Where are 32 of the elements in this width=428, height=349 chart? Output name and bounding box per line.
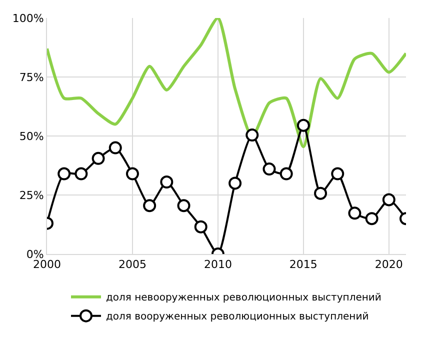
line-series (47, 18, 406, 148)
y-tick-label: 25% (19, 188, 44, 202)
point (382, 193, 396, 206)
y-tick-label: 0% (26, 248, 44, 261)
point (108, 141, 122, 154)
point (331, 167, 344, 180)
point (194, 220, 208, 234)
point (177, 199, 190, 212)
point (160, 176, 174, 189)
x-tick-label: 2000 (33, 258, 61, 272)
legend-label: доля вооруженных революционных выступлений (106, 312, 369, 323)
point (126, 167, 139, 180)
legend-label: доля невооруженных революционных выступлений (106, 292, 382, 304)
point (280, 167, 293, 180)
y-tick-label: 50% (19, 130, 44, 143)
point (365, 212, 378, 226)
y-tick-label: 100% (12, 12, 44, 25)
x-tick-label: 2020 (374, 258, 403, 272)
point (92, 152, 105, 165)
point (314, 186, 328, 200)
point (143, 199, 156, 212)
point (296, 118, 310, 132)
point (58, 167, 71, 180)
x-tick-label: 2005 (118, 258, 146, 272)
point (228, 176, 242, 190)
x-tick-label: 2010 (204, 258, 232, 272)
point (348, 206, 362, 220)
point (246, 128, 259, 142)
y-tick-label: 75% (19, 70, 44, 84)
x-tick-label: 2015 (289, 258, 318, 272)
point (74, 167, 88, 180)
point (262, 162, 276, 176)
